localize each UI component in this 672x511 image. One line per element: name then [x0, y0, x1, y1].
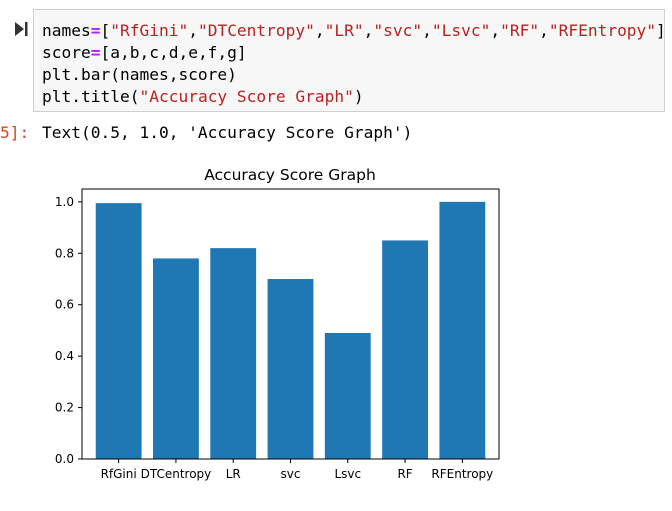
y-tick-label: 0.8 [55, 246, 74, 260]
code-token: , [188, 21, 198, 40]
string-token: "svc" [373, 21, 423, 40]
code-line: plt.title("Accuracy Score Graph") [42, 87, 364, 107]
code-line: plt.bar(names,score) [42, 65, 237, 85]
string-token: "LR" [324, 21, 364, 40]
code-line: score=[a,b,c,d,e,f,g] [42, 43, 247, 63]
x-tick-label: Lsvc [334, 467, 361, 481]
bar-lr [210, 248, 257, 459]
x-tick-label: LR [226, 467, 241, 481]
code-token: ) [353, 87, 364, 106]
x-tick-label: RFEntropy [431, 467, 493, 481]
code-token: ] [656, 21, 666, 40]
output-text: Text(0.5, 1.0, 'Accuracy Score Graph') [42, 123, 413, 142]
x-tick-label: RfGini [101, 467, 137, 481]
bar-lsvc [324, 333, 371, 459]
y-tick-label: 0.0 [55, 452, 74, 466]
y-tick-label: 0.6 [55, 298, 74, 312]
code-token: score [42, 43, 91, 62]
string-token: "Lsvc" [431, 21, 491, 40]
string-token: "RFEntropy" [548, 21, 657, 40]
code-line: names=["RfGini","DTCentropy","LR","svc",… [42, 21, 666, 41]
operator-token: = [90, 21, 101, 40]
x-tick-label: DTCentropy [141, 467, 212, 481]
string-token: "Accuracy Score Graph" [139, 87, 354, 106]
string-token: "RF" [500, 21, 540, 40]
run-cell-icon[interactable] [13, 21, 29, 37]
code-token: , [422, 21, 432, 40]
string-token: "DTCentropy" [197, 21, 315, 40]
y-tick-label: 1.0 [55, 195, 74, 209]
bar-rf [382, 240, 428, 459]
code-token: [a,b,c,d,e,f,g] [100, 43, 247, 62]
bar-rfentropy [439, 201, 486, 459]
bar-dtcentropy [153, 258, 199, 459]
code-token: plt.title( [42, 87, 140, 106]
plot-frame [81, 188, 500, 460]
x-tick-label: svc [281, 467, 301, 481]
bar-svc [267, 279, 314, 459]
operator-token: = [90, 43, 101, 62]
output-prompt: 5]: [0, 123, 30, 142]
code-token: [ [100, 21, 111, 40]
string-token: "RfGini" [110, 21, 189, 40]
code-token: names [42, 21, 91, 40]
code-token: , [490, 21, 501, 40]
code-token: , [539, 21, 549, 40]
accuracy-bar-chart: Accuracy Score Graph 0.00.20.40.60.81.0 … [55, 166, 500, 481]
code-token: plt.bar(names,score) [42, 65, 237, 84]
code-token: , [314, 21, 325, 40]
x-tick-label: RF [397, 467, 412, 481]
code-cell-input[interactable] [33, 9, 665, 112]
code-token: , [363, 21, 374, 40]
bar-rfgini [95, 203, 142, 459]
chart-title: Accuracy Score Graph [204, 166, 376, 184]
y-tick-label: 0.2 [55, 401, 74, 415]
y-tick-label: 0.4 [55, 349, 74, 363]
